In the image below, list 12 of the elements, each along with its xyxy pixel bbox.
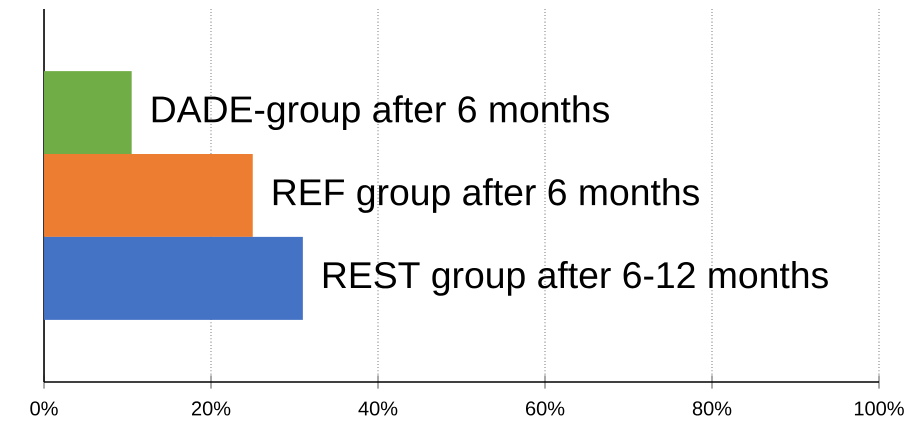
x-tick-label: 40%	[358, 401, 398, 416]
x-tick-label: 0%	[30, 401, 58, 416]
x-tick-label: 100%	[854, 401, 904, 416]
y-tick-label: REF group after 6 months	[274, 178, 699, 213]
bar	[44, 154, 253, 237]
y-tick-label: REST group after 6-12 months	[324, 260, 828, 296]
x-tick-label: 20%	[192, 401, 230, 416]
x-tick-label: 60%	[526, 401, 564, 416]
x-tick-label: 80%	[692, 401, 732, 416]
bar	[44, 236, 303, 320]
bar	[44, 71, 132, 154]
y-tick-label: DADE-group after 6 months	[152, 95, 609, 130]
